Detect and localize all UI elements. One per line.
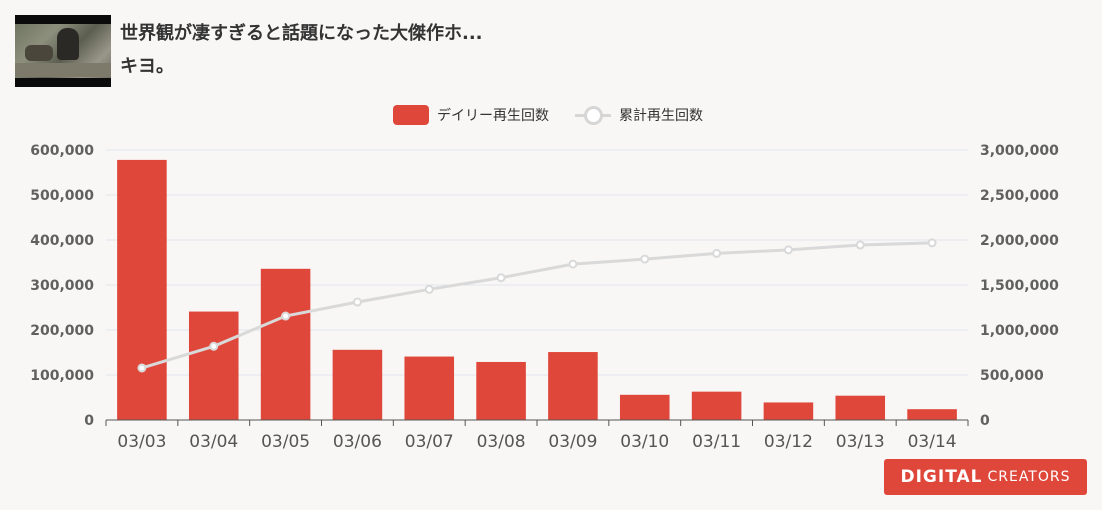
y-left-tick-label: 400,000 [30,233,94,249]
cumulative-line-path [141,241,933,370]
legend-label-daily: デイリー再生回数 [437,108,549,124]
x-tick-label: 03/06 [333,432,382,452]
cumulative-point-03-05[interactable] [281,311,291,321]
y-left-tick-label: 300,000 [30,278,94,294]
thumbnail-letterbox-top [15,15,111,24]
y-left-tick-label: 500,000 [30,188,94,204]
bar-03-07[interactable] [404,356,455,420]
x-tick-label: 03/09 [548,432,597,452]
cumulative-point-03-11[interactable] [712,248,722,258]
video-title: 世界観が凄すぎると話題になった大傑作ホ... キヨ。 [120,17,640,83]
x-tick-label: 03/03 [117,432,166,452]
bar-03-04[interactable] [188,311,239,420]
cumulative-point-03-14[interactable] [927,238,937,248]
x-tick-label: 03/08 [477,432,526,452]
y-right-tick-label: 2,000,000 [980,233,1059,249]
legend-item-cumulative[interactable]: 累計再生回数 [575,102,703,128]
y-right-tick-label: 500,000 [980,368,1044,384]
legend-bar-swatch [393,105,429,125]
cumulative-point-03-10[interactable] [640,254,650,264]
brand-logo-part2: CREATORS [987,469,1071,485]
header: 世界観が凄すぎると話題になった大傑作ホ... キヨ。 [0,0,1102,95]
thumbnail-ground [15,63,111,77]
y-right-tick-label: 1,500,000 [980,278,1059,294]
y-left-tick-label: 600,000 [30,143,94,159]
x-tick-label: 03/04 [189,432,238,452]
legend-label-cumulative: 累計再生回数 [619,108,703,124]
bar-03-08[interactable] [476,361,526,420]
brand-logo-part1: DIGITAL [900,467,983,487]
chart-legend: デイリー再生回数 累計再生回数 [0,102,1102,128]
y-right-tick-label: 0 [980,413,990,429]
bar-03-11[interactable] [691,391,742,420]
bar-03-13[interactable] [835,395,886,420]
x-tick-label: 03/07 [405,432,454,452]
y-axis-left: 0 100,000 200,000 300,000 400,000 500,000 600,… [30,143,94,429]
brand-logo: DIGITAL CREATORS [884,459,1087,495]
video-title-line2: キヨ。 [120,56,174,77]
cumulative-point-03-13[interactable] [855,240,865,250]
x-tick-label: 03/14 [908,432,957,452]
x-axis: 03/03 03/04 03/05 03/06 03/07 03/08 03/09 03/10… [105,419,969,452]
bar-03-03[interactable] [117,159,167,420]
x-tick-label: 03/05 [261,432,310,452]
bar-03-10[interactable] [619,394,670,420]
cumulative-point-03-03[interactable] [137,363,147,373]
bar-03-14[interactable] [907,409,957,420]
cumulative-point-03-08[interactable] [496,273,506,283]
cumulative-point-03-06[interactable] [352,297,362,307]
bar-03-06[interactable] [332,349,383,420]
thumbnail-letterbox-bottom [15,78,111,87]
video-title-line1: 世界観が凄すぎると話題になった大傑作ホ... [120,23,483,44]
x-tick-label: 03/13 [836,432,885,452]
y-right-tick-label: 1,000,000 [980,323,1059,339]
x-tick-label: 03/11 [692,432,741,452]
bar-03-05[interactable] [260,268,311,420]
cumulative-line [137,238,937,373]
y-axis-right: 0 500,000 1,000,000 1,500,000 2,000,000 2,500… [980,143,1059,429]
cumulative-point-03-12[interactable] [783,245,793,255]
bar-03-09[interactable] [548,352,598,420]
y-right-tick-label: 3,000,000 [980,143,1059,159]
video-thumbnail[interactable] [15,15,111,87]
daily-bars [117,159,957,420]
x-tick-label: 03/10 [620,432,669,452]
cumulative-point-03-04[interactable] [209,341,219,351]
y-left-tick-label: 100,000 [30,368,94,384]
legend-item-daily[interactable]: デイリー再生回数 [393,102,549,128]
y-right-tick-label: 2,500,000 [980,188,1059,204]
cumulative-point-03-09[interactable] [568,259,578,269]
bar-03-12[interactable] [763,402,814,420]
x-tick-label: 03/12 [764,432,813,452]
y-left-tick-label: 200,000 [30,323,94,339]
thumbnail-object [25,45,53,61]
thumbnail-figure [57,28,79,60]
cumulative-point-03-07[interactable] [424,284,434,294]
legend-line-swatch [575,105,611,125]
views-chart: 0 100,000 200,000 300,000 400,000 500,000 600,… [30,143,1059,452]
y-left-tick-label: 0 [84,413,94,429]
